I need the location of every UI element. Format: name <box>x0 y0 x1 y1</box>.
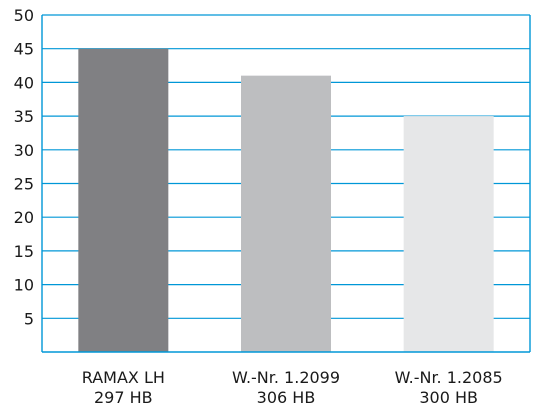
y-tick-label: 45 <box>14 40 34 59</box>
y-tick-label: 50 <box>14 6 34 25</box>
y-tick-label: 20 <box>14 208 34 227</box>
x-tick-sublabel: 306 HB <box>257 388 316 405</box>
x-tick-label: W.-Nr. 1.2099 <box>232 368 340 387</box>
bars <box>78 48 494 352</box>
y-tick-label: 5 <box>24 309 34 328</box>
y-tick-label: 35 <box>14 107 34 126</box>
x-tick-label: W.-Nr. 1.2085 <box>395 368 503 387</box>
bar <box>241 75 331 352</box>
y-tick-label: 25 <box>14 175 34 194</box>
x-tick-sublabel: 297 HB <box>94 388 153 405</box>
bar <box>403 116 494 352</box>
y-tick-label: 10 <box>14 276 34 295</box>
y-tick-label: 30 <box>14 141 34 160</box>
y-tick-labels: 5 10 15 20 25 30 35 40 45 50 <box>14 6 34 328</box>
x-tick-label: RAMAX LH <box>82 368 165 387</box>
x-tick-sublabel: 300 HB <box>419 388 478 405</box>
y-tick-label: 15 <box>14 242 34 261</box>
bar <box>78 48 169 352</box>
y-tick-label: 40 <box>14 73 34 92</box>
plot-frame <box>41 15 531 353</box>
